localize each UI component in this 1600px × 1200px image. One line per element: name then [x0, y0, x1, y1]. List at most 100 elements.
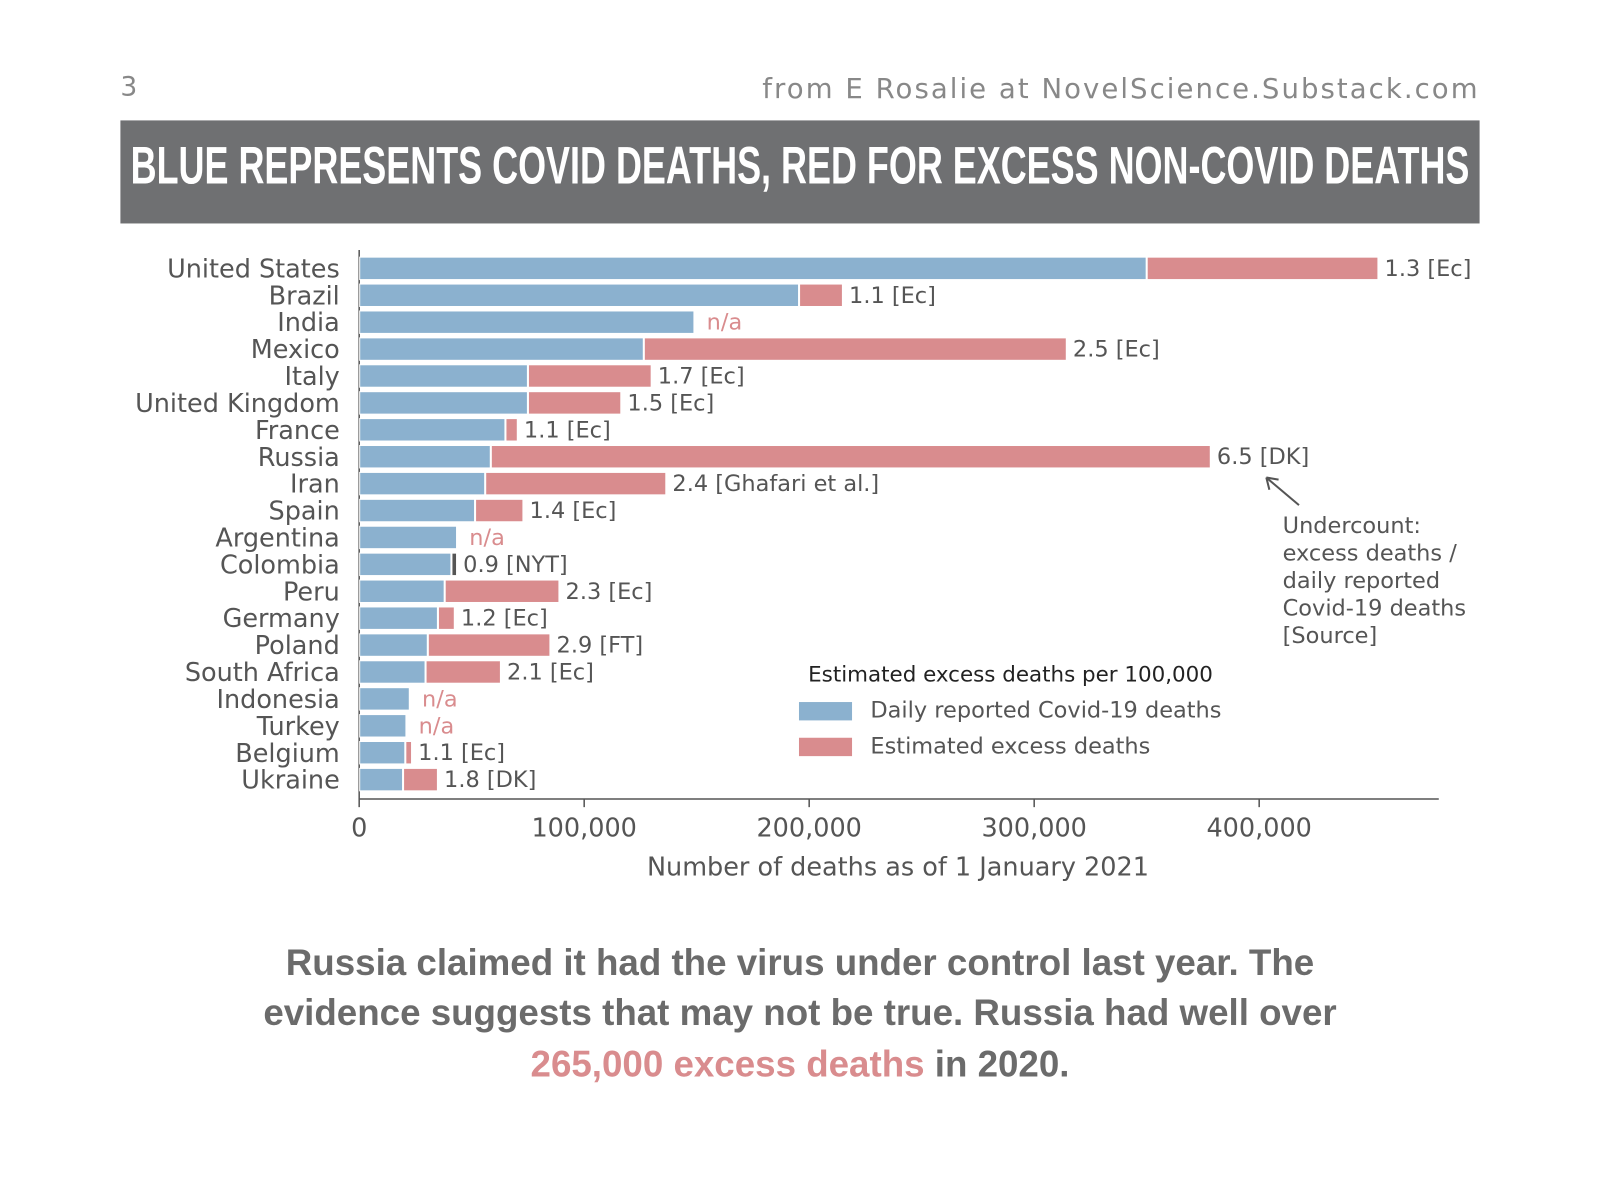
bar-label: 2.5 [Ec] — [1073, 337, 1160, 363]
bar-segment — [527, 391, 622, 415]
bar-segment — [403, 767, 438, 792]
y-tick-label: Brazil — [269, 281, 340, 311]
banner-bg — [120, 120, 1480, 224]
bar-segment — [427, 633, 551, 657]
y-tick-label: Poland — [255, 631, 340, 661]
bar-label: 1.5 [Ec] — [627, 390, 714, 416]
bar-label: 1.1 [Ec] — [849, 283, 936, 309]
y-tick-label: Peru — [283, 577, 340, 607]
bar-segment — [490, 444, 1211, 469]
note-line: Undercount: — [1283, 513, 1421, 539]
y-tick-label: Ukraine — [241, 766, 339, 796]
bar-label: 0.9 [NYT] — [463, 552, 568, 578]
bar-segment — [359, 418, 506, 442]
caption-line: Russia claimed it had the virus under co… — [286, 942, 1314, 983]
bar-segment — [437, 606, 455, 630]
y-tick-label: Iran — [290, 470, 340, 500]
y-tick-label: Turkey — [256, 712, 340, 742]
y-tick-label: Mexico — [251, 335, 340, 365]
y-tick-label: Argentina — [215, 523, 339, 553]
bar-segment — [359, 391, 528, 415]
bar-label: 1.1 [Ec] — [418, 740, 505, 766]
y-tick-label: Italy — [284, 362, 339, 392]
bar-segment — [405, 740, 413, 765]
y-tick-label: Indonesia — [216, 685, 339, 715]
note-arrowhead — [1265, 476, 1279, 491]
note-line: Covid-19 deaths — [1283, 596, 1466, 622]
bar-segment — [359, 337, 644, 361]
bar-label: 1.2 [Ec] — [461, 606, 548, 632]
y-tick-label: South Africa — [185, 658, 340, 688]
y-tick-label: India — [277, 308, 340, 338]
bar-segment — [527, 364, 652, 388]
bar-segment — [444, 579, 560, 604]
bar-label: 2.3 [Ec] — [566, 579, 653, 605]
bar-segment — [359, 552, 452, 577]
bar-segment — [359, 498, 476, 523]
bar-label: n/a — [469, 525, 505, 551]
bar-segment — [643, 337, 1067, 361]
x-tick-label: 400,000 — [1206, 814, 1311, 844]
y-tick-label: Spain — [269, 497, 340, 527]
y-tick-label: France — [255, 416, 340, 446]
caption-highlight: 265,000 excess deaths — [531, 1043, 925, 1084]
bar-segment — [359, 256, 1147, 281]
bar-segment — [359, 579, 445, 604]
x-axis-label: Number of deaths as of 1 January 2021 — [647, 852, 1149, 882]
bar-label: 1.1 [Ec] — [524, 417, 611, 443]
x-tick-label: 100,000 — [531, 814, 636, 844]
y-tick-label: United States — [167, 254, 340, 284]
bar-segment — [1146, 256, 1379, 281]
bar-segment — [799, 283, 843, 308]
bar-label: 1.8 [DK] — [444, 767, 536, 793]
bar-segment — [359, 767, 404, 792]
bar-segment — [359, 310, 695, 334]
bar-segment — [475, 498, 524, 523]
bar-segment — [359, 714, 407, 738]
source: from E Rosalie at NovelScience.Substack.… — [762, 73, 1479, 105]
note-line: daily reported — [1283, 568, 1440, 594]
bar-segment — [359, 606, 438, 630]
bar-label: 1.3 [Ec] — [1385, 256, 1472, 282]
y-tick-label: Russia — [258, 443, 340, 473]
bar-label: 2.9 [FT] — [557, 633, 644, 659]
x-tick-label: 200,000 — [756, 814, 861, 844]
bar-segment — [359, 740, 406, 765]
legend-swatch — [798, 737, 853, 757]
bar-label: 6.5 [DK] — [1217, 444, 1309, 470]
bar-label: n/a — [422, 686, 458, 712]
y-tick-label: Colombia — [220, 550, 340, 580]
bar-segment — [485, 471, 667, 496]
bar-label: 1.7 [Ec] — [658, 364, 745, 390]
bar-segment — [359, 444, 491, 469]
bar-segment — [359, 364, 528, 388]
note-line: excess deaths / — [1283, 541, 1458, 567]
caption-end: in 2020. — [925, 1043, 1070, 1084]
caption-line: 265,000 excess deaths in 2020. — [531, 1043, 1070, 1084]
page-number: 3 — [120, 71, 137, 102]
x-tick-label: 300,000 — [981, 814, 1086, 844]
banner-title: BLUE REPRESENTS COVID DEATHS, RED FOR EX… — [131, 136, 1470, 195]
note-line: [Source] — [1283, 623, 1378, 649]
bar-segment — [359, 471, 486, 496]
note-arrow — [1265, 476, 1300, 506]
legend-label: Daily reported Covid-19 deaths — [870, 698, 1221, 724]
bar-label: 2.4 [Ghafari et al.] — [672, 471, 879, 497]
bar-segment — [359, 660, 426, 684]
bar-segment — [505, 418, 518, 442]
bar-label: n/a — [419, 713, 455, 739]
bar-segment — [425, 660, 501, 684]
bar-label: 1.4 [Ec] — [530, 498, 617, 524]
y-tick-label: Germany — [223, 604, 340, 634]
legend-swatch — [798, 702, 853, 721]
x-tick-label: 0 — [351, 814, 367, 844]
bar-label: 2.1 [Ec] — [507, 660, 594, 686]
bar-label: n/a — [707, 310, 743, 336]
bar-segment — [359, 283, 800, 308]
bar-segment — [359, 633, 428, 657]
y-tick-label: United Kingdom — [135, 389, 340, 419]
y-tick-label: Belgium — [235, 739, 340, 769]
bar-segment — [451, 552, 458, 577]
legend-label: Estimated excess deaths — [870, 733, 1150, 759]
